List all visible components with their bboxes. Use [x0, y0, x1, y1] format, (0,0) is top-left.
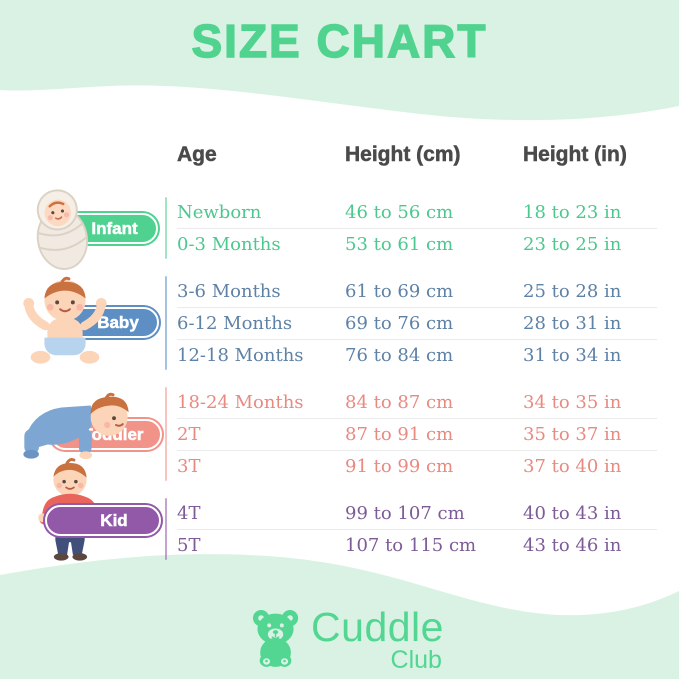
age-cell: 6-12 Months	[177, 313, 293, 334]
height-cm-cell: 99 to 107 cm	[345, 502, 465, 524]
age-cell: 2T	[177, 424, 201, 445]
size-group-baby: Baby 3-6 Months 61 to 69 cm 25 to 28 in …	[22, 275, 657, 371]
size-group-infant: Infant Newborn 46 to 56 cm 18 to 23 in 0…	[22, 189, 657, 270]
age-cell: 5T	[177, 535, 201, 556]
height-cm-cell: 84 to 87 cm	[345, 391, 454, 413]
height-in-cell: 43 to 46 in	[523, 535, 622, 556]
group-rows: Newborn 46 to 56 cm 18 to 23 in 0-3 Mont…	[167, 196, 657, 260]
age-cell: 3T	[177, 456, 201, 477]
height-cm-cell: 107 to 115 cm	[345, 535, 477, 556]
age-cell: 18-24 Months	[177, 391, 304, 413]
group-label-cell: Kid	[22, 458, 165, 561]
group-pill-label: Infant	[91, 218, 138, 238]
height-in-cell: 34 to 35 in	[523, 391, 622, 413]
header-height-in: Height (in)	[523, 143, 627, 167]
height-in-cell: 35 to 37 in	[523, 424, 622, 445]
age-cell: 0-3 Months	[177, 234, 281, 255]
size-group-kid: Kid 4T 99 to 107 cm 40 to 43 in 5T 107 t…	[22, 458, 657, 561]
group-accent-line	[165, 498, 167, 560]
group-pill-label: Kid	[100, 510, 128, 530]
table-row: 0-3 Months 53 to 61 cm 23 to 25 in	[177, 228, 657, 260]
height-cm-cell: 53 to 61 cm	[345, 234, 454, 255]
size-chart-table: Age Height (cm) Height (in)	[22, 140, 657, 576]
height-cm-cell: 69 to 76 cm	[345, 313, 454, 334]
group-pill-kid: Kid	[45, 505, 161, 536]
brand-name-secondary: Club	[390, 646, 442, 675]
page-title: SIZE CHART	[191, 14, 488, 67]
table-row: Newborn 46 to 56 cm 18 to 23 in	[177, 196, 657, 228]
group-label-cell: Toddler	[22, 386, 165, 482]
height-in-cell: 37 to 40 in	[523, 456, 622, 477]
group-accent-line	[165, 197, 167, 259]
height-cm-cell: 46 to 56 cm	[345, 201, 454, 223]
group-label-cell: Baby	[22, 275, 165, 371]
age-cell: 4T	[177, 502, 201, 524]
swaddled-baby-illustration	[36, 189, 89, 270]
header-height-cm: Height (cm)	[345, 143, 461, 167]
table-row: 3T 91 to 99 cm 37 to 40 in	[177, 450, 657, 482]
brand-footer: Cuddle Club	[247, 604, 444, 675]
height-cm-cell: 61 to 69 cm	[345, 280, 454, 302]
table-header-row: Age Height (cm) Height (in)	[22, 140, 657, 170]
group-rows: 3-6 Months 61 to 69 cm 25 to 28 in 6-12 …	[167, 275, 657, 371]
height-in-cell: 25 to 28 in	[523, 280, 622, 302]
brand-name-primary: Cuddle	[311, 604, 444, 650]
group-label-cell: Infant	[22, 189, 165, 270]
height-in-cell: 23 to 25 in	[523, 234, 622, 255]
top-wave-decoration	[0, 0, 679, 121]
age-cell: 12-18 Months	[177, 345, 304, 366]
group-pill-label: Baby	[97, 312, 139, 332]
table-row: 6-12 Months 69 to 76 cm 28 to 31 in	[177, 307, 657, 339]
height-in-cell: 31 to 34 in	[523, 345, 622, 366]
age-cell: 3-6 Months	[177, 280, 281, 302]
age-cell: Newborn	[177, 201, 262, 223]
height-cm-cell: 76 to 84 cm	[345, 345, 454, 366]
sitting-baby-illustration	[23, 276, 107, 364]
table-row: 12-18 Months 76 to 84 cm 31 to 34 in	[177, 339, 657, 371]
size-group-toddler: Toddler 18-24 Months 84 to 87 cm 34 to 3…	[22, 386, 657, 482]
group-accent-line	[165, 387, 167, 481]
height-in-cell: 40 to 43 in	[523, 502, 622, 524]
height-in-cell: 18 to 23 in	[523, 201, 622, 223]
bottom-wave-decoration	[0, 554, 679, 679]
table-row: 2T 87 to 91 cm 35 to 37 in	[177, 418, 657, 450]
brand-name: Cuddle Club	[311, 604, 444, 675]
table-row: 4T 99 to 107 cm 40 to 43 in	[177, 497, 657, 529]
table-row: 3-6 Months 61 to 69 cm 25 to 28 in	[177, 275, 657, 307]
teddy-bear-icon	[252, 610, 298, 667]
crawling-toddler-illustration	[23, 392, 129, 460]
group-rows: 18-24 Months 84 to 87 cm 34 to 35 in 2T …	[167, 386, 657, 482]
height-cm-cell: 87 to 91 cm	[345, 424, 454, 445]
group-rows: 4T 99 to 107 cm 40 to 43 in 5T 107 to 11…	[167, 497, 657, 561]
group-accent-line	[165, 276, 167, 370]
table-row: 18-24 Months 84 to 87 cm 34 to 35 in	[177, 386, 657, 418]
table-row: 5T 107 to 115 cm 43 to 46 in	[177, 529, 657, 561]
height-in-cell: 28 to 31 in	[523, 313, 622, 334]
header-age: Age	[177, 143, 217, 167]
height-cm-cell: 91 to 99 cm	[345, 456, 454, 477]
